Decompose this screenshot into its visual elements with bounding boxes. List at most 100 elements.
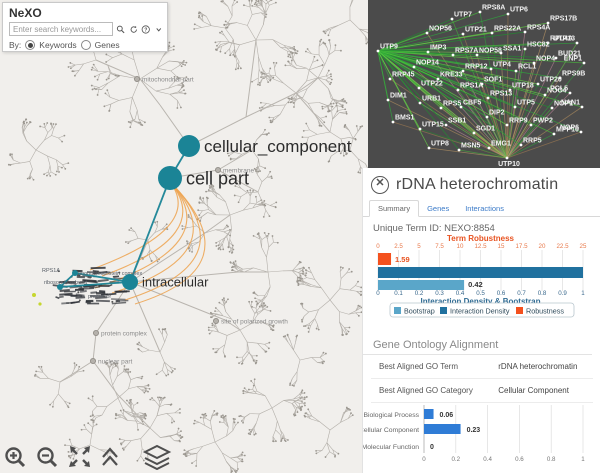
gene-node[interactable]: SSA1 bbox=[499, 46, 522, 55]
svg-text:URB1: URB1 bbox=[422, 96, 441, 103]
gene-node[interactable]: UTP20 bbox=[536, 77, 562, 86]
radio-keywords[interactable] bbox=[25, 40, 36, 50]
gene-node[interactable]: NOP6 bbox=[560, 125, 583, 134]
gene-node[interactable]: HSC82 bbox=[523, 42, 550, 51]
svg-text:Robustness: Robustness bbox=[526, 307, 564, 316]
node-cell_part[interactable]: cell part bbox=[158, 166, 249, 190]
gene-node[interactable]: RPS22A bbox=[490, 26, 522, 35]
gene-node[interactable]: RPL4A bbox=[546, 36, 573, 45]
gene-node[interactable]: DIP2 bbox=[485, 110, 505, 119]
gene-node[interactable]: RRP9 bbox=[505, 118, 528, 127]
node-cellular_component[interactable]: cellular_component bbox=[178, 135, 352, 157]
search-icon[interactable] bbox=[116, 23, 126, 36]
svg-text:NOP4: NOP4 bbox=[536, 56, 555, 63]
chevron-down-icon[interactable] bbox=[154, 23, 164, 36]
svg-text:0.2: 0.2 bbox=[451, 456, 460, 463]
minor-node[interactable]: protein complex bbox=[93, 329, 148, 338]
layers-icon[interactable] bbox=[142, 444, 172, 470]
fit-to-screen-icon[interactable] bbox=[68, 445, 92, 469]
gene-node[interactable]: MPP10 bbox=[552, 127, 579, 136]
gene-node[interactable]: KRE33 bbox=[436, 72, 463, 81]
gene-node[interactable]: NOP4 bbox=[532, 56, 556, 65]
gene-node[interactable]: UTP10 bbox=[498, 156, 520, 168]
gene-node[interactable]: URB1 bbox=[418, 96, 442, 105]
gene-node[interactable]: NOP56 bbox=[425, 26, 452, 35]
gene-node[interactable]: UTP6 bbox=[506, 7, 528, 16]
svg-text:intracellular: intracellular bbox=[142, 275, 209, 290]
gene-node[interactable]: CBF5 bbox=[459, 100, 482, 109]
minor-node[interactable]: site of polarized growth bbox=[212, 317, 288, 326]
gene-node[interactable]: DIM1 bbox=[386, 93, 407, 102]
gene-node[interactable]: RPS4A bbox=[523, 25, 551, 34]
gene-node[interactable]: RPS5 bbox=[439, 101, 462, 110]
gene-node[interactable]: UTP5 bbox=[513, 100, 535, 109]
svg-text:UTP6: UTP6 bbox=[510, 7, 528, 14]
gene-node[interactable]: UTP4 bbox=[489, 62, 511, 71]
gene-node[interactable]: BUD21 bbox=[554, 51, 581, 60]
svg-text:1: 1 bbox=[581, 456, 585, 463]
search-input[interactable] bbox=[9, 22, 113, 36]
svg-text:Interaction Density: Interaction Density bbox=[450, 307, 510, 316]
gene-node[interactable]: UTP22 bbox=[417, 81, 443, 90]
gene-node[interactable]: RCL1 bbox=[514, 64, 537, 73]
svg-text:0: 0 bbox=[430, 444, 434, 451]
gene-node[interactable]: UTP8 bbox=[427, 141, 449, 150]
gene-node[interactable]: NOP1 bbox=[550, 101, 574, 110]
gene-node[interactable]: NOP14 bbox=[412, 60, 439, 69]
reset-icon[interactable] bbox=[129, 23, 139, 36]
gene-node[interactable]: UTP13 bbox=[553, 36, 579, 45]
gene-node[interactable]: RPS8A bbox=[478, 5, 506, 14]
gene-node[interactable]: EMG1 bbox=[487, 141, 511, 150]
radio-genes[interactable] bbox=[80, 40, 91, 50]
svg-text:SSA1: SSA1 bbox=[503, 46, 521, 53]
go-alignment-table: Best Aligned GO Term rDNA heterochromati… bbox=[371, 355, 593, 403]
minor-node[interactable]: membrane bbox=[214, 166, 254, 175]
gene-node[interactable]: NOC4 bbox=[543, 88, 567, 97]
interaction-subnetwork-panel[interactable]: RPS8A UTP6 RPS17B UTP7 NOP56 UTP21 RPS22A RPS4A… bbox=[368, 0, 600, 168]
gene-node[interactable]: RPS1A bbox=[456, 83, 484, 92]
minor-node[interactable]: nuclear part bbox=[90, 357, 133, 366]
tab-interactions[interactable]: Interactions bbox=[465, 204, 504, 213]
gene-node[interactable]: PWP2 bbox=[529, 118, 553, 127]
gene-node[interactable]: NAN1 bbox=[561, 100, 584, 109]
section-go-alignment: Gene Ontology Alignment bbox=[363, 335, 592, 355]
help-icon[interactable]: ? bbox=[141, 23, 151, 36]
gene-node[interactable]: UTP7 bbox=[450, 12, 472, 21]
minor-node[interactable]: mitochondrial part bbox=[133, 76, 194, 84]
gene-node[interactable]: RPS7A bbox=[451, 48, 479, 57]
fractal-trees bbox=[7, 0, 377, 473]
gene-node[interactable]: UTP18 bbox=[508, 83, 534, 92]
gene-node[interactable]: RRP12 bbox=[461, 64, 488, 73]
gene-node[interactable]: RPS17B bbox=[546, 16, 578, 25]
gene-node[interactable]: UTP9 bbox=[376, 44, 398, 53]
gene-node[interactable]: SGD1 bbox=[472, 126, 496, 135]
gene-node[interactable]: MSN5 bbox=[457, 143, 481, 152]
legend-swatch bbox=[516, 307, 523, 314]
dense-cluster-blob bbox=[32, 266, 130, 306]
gene-node[interactable]: RRP5 bbox=[519, 138, 542, 147]
svg-text:RPS9B: RPS9B bbox=[562, 71, 585, 78]
table-row: Best Aligned GO Category Cellular Compon… bbox=[371, 378, 593, 403]
zoom-out-icon[interactable] bbox=[36, 446, 59, 469]
gene-node[interactable]: SSB1 bbox=[444, 118, 467, 127]
gene-node[interactable]: PCL5 bbox=[550, 86, 572, 95]
gene-node[interactable]: ENP1 bbox=[564, 56, 586, 65]
radio-keywords-label[interactable]: Keywords bbox=[39, 40, 77, 50]
gene-node[interactable]: RPS9B bbox=[558, 71, 586, 80]
collapse-all-icon[interactable] bbox=[101, 445, 119, 469]
close-icon[interactable]: ✕ bbox=[371, 176, 389, 194]
gene-node[interactable]: IMP3 bbox=[426, 45, 447, 54]
zoom-in-icon[interactable] bbox=[4, 446, 27, 469]
tab-genes[interactable]: Genes bbox=[427, 204, 450, 213]
interaction-edges bbox=[377, 11, 585, 159]
gene-node[interactable]: SOF1 bbox=[480, 77, 503, 86]
tab-summary[interactable]: Summary bbox=[369, 200, 420, 217]
gene-node[interactable]: UTP15 bbox=[418, 122, 444, 131]
node-intracellular[interactable]: intracellular bbox=[122, 274, 209, 290]
gene-node[interactable]: UTP21 bbox=[461, 27, 487, 36]
gene-node[interactable]: BMS1 bbox=[391, 115, 415, 124]
gene-node[interactable]: RPS13 bbox=[486, 91, 513, 100]
gene-node[interactable]: NOP58 bbox=[475, 48, 502, 57]
gene-node[interactable]: RRP45 bbox=[388, 72, 415, 81]
radio-genes-label[interactable]: Genes bbox=[94, 40, 120, 50]
